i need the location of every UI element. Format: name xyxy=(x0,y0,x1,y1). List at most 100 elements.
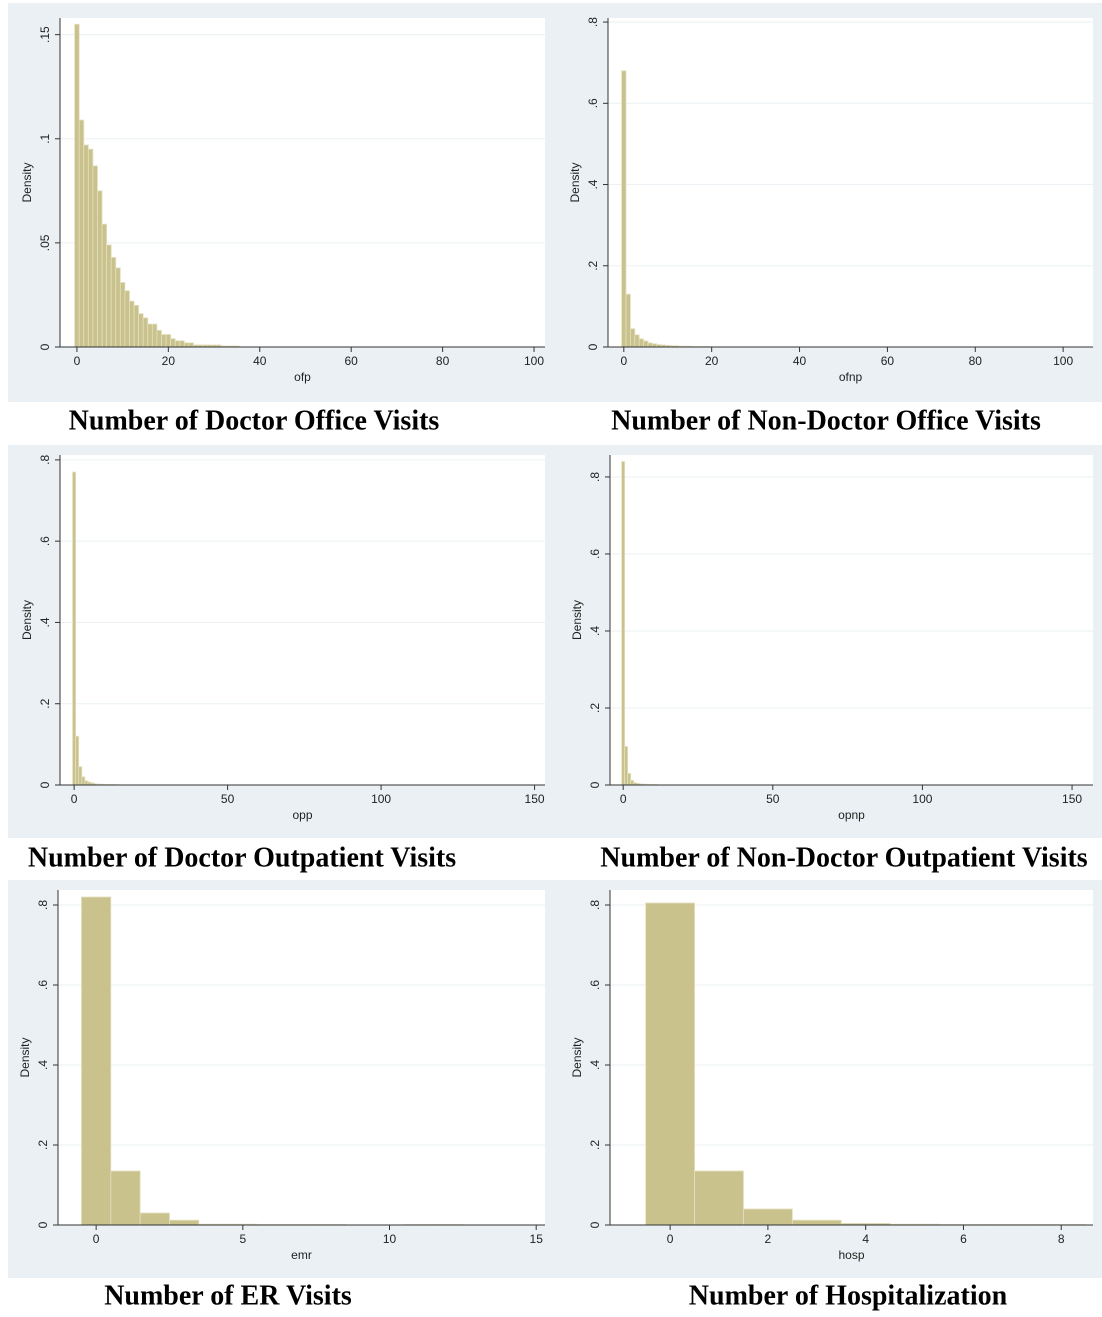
histogram-bar xyxy=(161,334,167,348)
y-tick-label: .8 xyxy=(588,900,602,910)
y-tick-label: .8 xyxy=(36,900,50,910)
histogram-bar xyxy=(630,328,636,348)
histogram-bar xyxy=(151,323,158,348)
chart: 0 .2 .4 .6 .8 0 20 40 60 80 100 ofnp Density Number o… xyxy=(556,3,1102,436)
y-axis-label: Density xyxy=(18,1037,32,1077)
histogram-bar xyxy=(110,257,117,348)
x-axis-label: emr xyxy=(291,1248,312,1262)
x-tick-label: 100 xyxy=(912,792,932,806)
histogram-bar xyxy=(84,780,89,786)
histogram-bar xyxy=(645,902,695,1226)
y-tick-label: 0 xyxy=(38,343,52,350)
plot-area xyxy=(60,18,545,347)
histogram-bar xyxy=(179,340,185,348)
y-tick-label: .2 xyxy=(588,1140,602,1150)
caption: Number of ER Visits xyxy=(104,1280,352,1311)
histogram-bar xyxy=(625,293,631,348)
x-axis-label: opp xyxy=(292,808,312,822)
y-tick-label: .6 xyxy=(36,980,50,990)
y-tick-label: .4 xyxy=(36,1060,50,1070)
x-tick-label: 100 xyxy=(371,792,391,806)
histogram-bar xyxy=(129,300,135,348)
caption: Number of Doctor Outpatient Visits xyxy=(28,842,456,873)
x-tick-label: 60 xyxy=(345,354,359,368)
histogram-bar xyxy=(139,1212,170,1226)
histogram-bar xyxy=(694,1170,744,1226)
plot-area xyxy=(60,455,545,785)
x-tick-label: 10 xyxy=(383,1232,397,1246)
histogram-bar xyxy=(647,342,653,348)
histogram-bar xyxy=(165,334,172,348)
plot-area xyxy=(58,890,545,1225)
y-tick-label: .1 xyxy=(38,133,52,143)
histogram-bar xyxy=(83,144,89,348)
histogram-bar xyxy=(156,329,162,348)
histogram-bar xyxy=(188,342,194,348)
x-tick-label: 8 xyxy=(1058,1232,1065,1246)
histogram-bar xyxy=(74,23,80,348)
y-axis-label: Density xyxy=(570,600,584,640)
histogram-bar xyxy=(169,1219,200,1226)
histogram-bar xyxy=(630,779,635,786)
chart: 0 .05 .1 .15 0 20 40 60 80 100 ofp Density Number of… xyxy=(8,3,556,436)
histogram-bar xyxy=(621,70,627,348)
chart: 0 .2 .4 .6 .8 0 50 100 150 opp Density Number of Do… xyxy=(8,445,556,873)
histogram-bar xyxy=(634,334,640,348)
x-tick-label: 100 xyxy=(1053,354,1073,368)
x-tick-label: 50 xyxy=(766,792,780,806)
x-axis-label: opnp xyxy=(838,808,865,822)
chart: 0 .2 .4 .6 .8 0 2 4 6 8 hosp Density Number of Hospi… xyxy=(556,880,1102,1311)
histogram-bar xyxy=(621,461,626,786)
y-tick-label: .15 xyxy=(38,26,52,43)
histogram-bar xyxy=(101,223,108,348)
y-tick-label: 0 xyxy=(36,1221,50,1228)
x-tick-label: 0 xyxy=(93,1232,100,1246)
x-tick-label: 20 xyxy=(705,354,719,368)
y-tick-label: .2 xyxy=(36,1140,50,1150)
y-tick-label: .2 xyxy=(586,260,600,270)
histogram-bar xyxy=(75,735,80,786)
histogram-bar xyxy=(170,338,176,348)
y-tick-label: 0 xyxy=(588,781,602,788)
x-tick-label: 0 xyxy=(71,792,78,806)
x-tick-label: 4 xyxy=(862,1232,869,1246)
y-axis-label: Density xyxy=(568,162,582,202)
y-tick-label: .6 xyxy=(38,536,52,546)
chart: 0 .2 .4 .6 .8 0 5 10 15 emr Density Number of ER Vi… xyxy=(8,880,556,1311)
x-axis-label: ofnp xyxy=(839,370,863,384)
x-tick-label: 5 xyxy=(239,1232,246,1246)
y-tick-label: .8 xyxy=(586,17,600,27)
x-tick-label: 15 xyxy=(530,1232,544,1246)
histogram-bar xyxy=(124,290,130,348)
histogram-bar xyxy=(142,317,149,348)
y-axis-label: Density xyxy=(20,162,34,202)
y-tick-label: 0 xyxy=(588,1221,602,1228)
caption: Number of Non-Doctor Outpatient Visits xyxy=(600,842,1088,873)
histogram-bar xyxy=(106,244,112,348)
histogram-bar xyxy=(78,119,85,348)
histogram-bar xyxy=(138,313,144,348)
y-tick-label: .4 xyxy=(588,1060,602,1070)
x-axis-label: hosp xyxy=(838,1248,864,1262)
histogram-bar xyxy=(133,304,140,348)
x-tick-label: 150 xyxy=(525,792,545,806)
histogram-bar xyxy=(110,1170,141,1226)
histogram-bar xyxy=(791,1219,842,1226)
histogram-bar xyxy=(643,340,649,348)
histogram-bar xyxy=(624,746,629,786)
x-tick-label: 40 xyxy=(253,354,267,368)
x-tick-label: 0 xyxy=(620,354,627,368)
caption: Number of Non-Doctor Office Visits xyxy=(611,405,1041,436)
histogram-bar xyxy=(183,342,190,348)
x-tick-label: 20 xyxy=(162,354,176,368)
y-tick-label: .6 xyxy=(588,980,602,990)
y-tick-label: .6 xyxy=(588,549,602,559)
y-tick-label: .8 xyxy=(588,472,602,482)
y-tick-label: .8 xyxy=(38,455,52,465)
x-tick-label: 100 xyxy=(524,354,544,368)
x-tick-label: 40 xyxy=(793,354,807,368)
x-tick-label: 50 xyxy=(221,792,235,806)
histogram-bar xyxy=(119,282,126,348)
histogram-bar xyxy=(147,323,153,348)
